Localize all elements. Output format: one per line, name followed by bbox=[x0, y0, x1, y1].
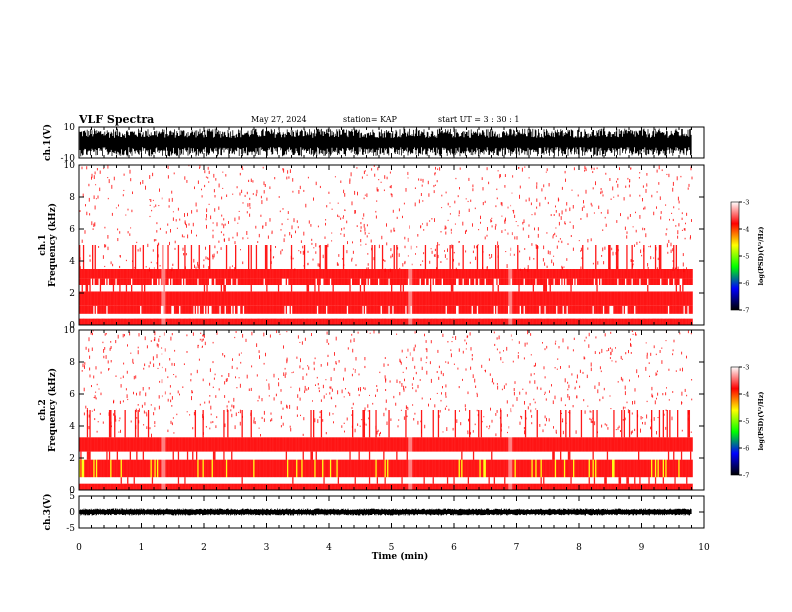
xtick-label: 7 bbox=[514, 543, 520, 553]
cbar2-tick-label: -4 bbox=[743, 391, 749, 399]
spec2-band bbox=[79, 477, 693, 484]
spec1-ytick-label: 6 bbox=[69, 225, 75, 235]
spec2-ytick-label: 10 bbox=[64, 326, 76, 336]
xtick-label: 10 bbox=[698, 543, 710, 553]
spec1-ylabel: Frequency (kHz) bbox=[47, 203, 58, 287]
ch2-spectrogram-panel: 0 2 4 6 8 10 ch.2 Frequency (kHz) bbox=[38, 326, 705, 496]
ch1-spectrogram-panel: 0 2 4 6 8 10 ch.1 Frequency (kHz) bbox=[38, 161, 705, 331]
xtick-label: 5 bbox=[389, 543, 395, 553]
ch1-waveform-panel: 10 -10 ch.1(V) bbox=[42, 123, 705, 164]
ch3-ytick-label: 0 bbox=[69, 508, 75, 518]
ch3-waveform-panel: 5 0 -5 ch.3(V) bbox=[42, 492, 705, 534]
cbar1-tick-label: -6 bbox=[743, 280, 749, 288]
station-label: station= KAP bbox=[343, 115, 397, 124]
spec2-ylabel: ch.2 bbox=[38, 399, 48, 420]
xtick-label: 6 bbox=[451, 543, 457, 553]
spec2-ytick-label: 2 bbox=[69, 454, 75, 464]
spec2-texture bbox=[81, 330, 693, 438]
spec2-ytick-label: 8 bbox=[69, 358, 75, 368]
spec2-streak bbox=[408, 330, 413, 490]
chart-title: VLF Spectra bbox=[79, 113, 155, 126]
date-label: May 27, 2024 bbox=[251, 115, 307, 124]
spec2-band bbox=[79, 437, 693, 452]
cbar1-tick-label: -4 bbox=[743, 226, 749, 234]
time-axis: 0 1 2 3 4 5 6 7 8 9 10 Time (min) bbox=[76, 543, 710, 562]
xaxis-label: Time (min) bbox=[372, 551, 429, 562]
cbar1-tick-label: -3 bbox=[743, 199, 749, 207]
spec2-band bbox=[79, 330, 693, 410]
start-time-label: start UT = 3 : 30 : 1 bbox=[438, 115, 520, 124]
ch1-ytick-label: 10 bbox=[64, 123, 76, 133]
spec2-band bbox=[79, 483, 693, 490]
spec1-band bbox=[79, 305, 693, 314]
spec1-band bbox=[79, 291, 693, 306]
spec2-ytick-label: 6 bbox=[69, 390, 75, 400]
spec1-ytick-label: 4 bbox=[69, 257, 75, 267]
spec1-streak bbox=[508, 165, 513, 325]
xtick-label: 4 bbox=[326, 543, 332, 553]
cbar2-tick-label: -6 bbox=[743, 445, 749, 453]
spec2-ytick-label: 0 bbox=[69, 486, 75, 496]
xtick-label: 1 bbox=[139, 543, 145, 553]
spec1-texture bbox=[79, 165, 693, 273]
spec2-streak bbox=[508, 330, 513, 490]
spec2-band bbox=[79, 459, 693, 478]
ch1-waveform-trace bbox=[79, 128, 692, 157]
cbar2-gradient bbox=[730, 366, 740, 476]
spec1-band bbox=[79, 245, 693, 269]
ch3-ytick-label: 5 bbox=[69, 492, 75, 502]
xtick-label: 8 bbox=[576, 543, 582, 553]
spec1-band bbox=[79, 269, 693, 279]
ch3-ylabel: ch.3(V) bbox=[42, 494, 53, 531]
spec2-ylabel: Frequency (kHz) bbox=[47, 368, 58, 452]
cbar1-label: log(PSD)(V²/Hz) bbox=[757, 227, 765, 286]
cbar2-label: log(PSD)(V²/Hz) bbox=[757, 392, 765, 451]
cbar2-tick-label: -3 bbox=[743, 364, 749, 372]
spec2-ytick-label: 4 bbox=[69, 422, 75, 432]
spec1-band bbox=[79, 318, 693, 325]
cbar2-tick-label: -5 bbox=[743, 418, 749, 426]
ch3-ytick-label: -5 bbox=[66, 524, 75, 534]
spec1-band bbox=[80, 165, 691, 245]
cbar1-gradient bbox=[730, 201, 740, 311]
spec1-ytick-label: 0 bbox=[69, 321, 75, 331]
spec1-band bbox=[79, 278, 693, 285]
spec2-streak bbox=[161, 330, 166, 490]
ch1-ytick-label: -10 bbox=[61, 154, 76, 164]
cbar1-tick-label: -7 bbox=[743, 307, 749, 315]
xtick-label: 0 bbox=[76, 543, 82, 553]
xtick-label: 3 bbox=[264, 543, 270, 553]
ch1-colorbar: -3 -4 -5 -6 -7 log(PSD)(V²/Hz) bbox=[730, 199, 765, 315]
spec1-ytick-label: 2 bbox=[69, 289, 75, 299]
spec1-ytick-label: 10 bbox=[64, 161, 76, 171]
spec1-streak bbox=[408, 165, 413, 325]
xtick-label: 2 bbox=[201, 543, 207, 553]
ch1-ylabel: ch.1(V) bbox=[42, 124, 53, 161]
xtick-label: 9 bbox=[639, 543, 645, 553]
spec2-band bbox=[79, 451, 693, 460]
spec1-band bbox=[79, 285, 693, 292]
spec1-band bbox=[79, 313, 693, 319]
cbar1-tick-label: -5 bbox=[743, 253, 749, 261]
spec1-ytick-label: 8 bbox=[69, 193, 75, 203]
cbar2-tick-label: -7 bbox=[743, 472, 749, 480]
spec1-ylabel: ch.1 bbox=[38, 234, 48, 255]
ch3-waveform-trace bbox=[79, 508, 692, 516]
spec1-streak bbox=[161, 165, 166, 325]
ch2-colorbar: -3 -4 -5 -6 -7 log(PSD)(V²/Hz) bbox=[730, 364, 765, 480]
